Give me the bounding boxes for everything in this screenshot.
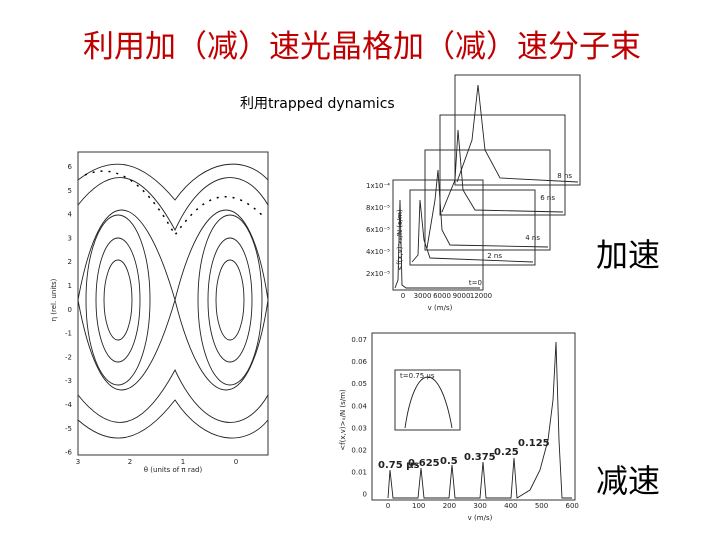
y-tick-label: 2 bbox=[68, 258, 72, 266]
dotted-path bbox=[84, 170, 263, 237]
x-tick-label: 0 bbox=[401, 292, 405, 300]
y-tick-label: 6 bbox=[68, 163, 73, 171]
y-tick-label: 4x10⁻⁵ bbox=[366, 248, 390, 256]
x-tick-label: 600 bbox=[566, 502, 579, 510]
decelerate-label: 减速 bbox=[596, 462, 660, 500]
y-tick-label: 0.02 bbox=[351, 447, 367, 455]
y-tick-label: 0 bbox=[363, 491, 367, 499]
y-tick-label: 0 bbox=[68, 306, 72, 314]
x-tick-label: 3 bbox=[76, 458, 80, 466]
separatrix bbox=[77, 209, 269, 302]
inset-trace bbox=[404, 376, 453, 429]
separatrix bbox=[77, 298, 269, 391]
inset-label: t=0.75 μs bbox=[400, 372, 435, 380]
decel-plot bbox=[371, 332, 576, 501]
peak-label: 0.5 bbox=[440, 456, 458, 467]
y-tick-label: -5 bbox=[65, 425, 72, 433]
decel-frame bbox=[371, 332, 576, 501]
y-tick-label: 8x10⁻⁵ bbox=[366, 204, 390, 212]
orbit bbox=[85, 214, 151, 386]
subtitle: 利用trapped dynamics bbox=[240, 96, 395, 112]
x-tick-label: 9000 bbox=[453, 292, 471, 300]
trace bbox=[456, 84, 579, 183]
peak-label: 0.25 bbox=[494, 447, 519, 458]
x-tick-label: 6000 bbox=[433, 292, 451, 300]
y-tick-label: 0.03 bbox=[351, 424, 367, 432]
y-axis-label: η (rel. units) bbox=[50, 278, 58, 321]
y-tick-label: 5 bbox=[68, 187, 72, 195]
y-tick-label: 4 bbox=[68, 211, 73, 219]
phase-plot bbox=[77, 151, 269, 456]
inset bbox=[394, 369, 461, 431]
y-tick-label: 0.07 bbox=[351, 336, 367, 344]
x-tick-label: 3000 bbox=[414, 292, 432, 300]
peak-label: 0.75 μs bbox=[378, 460, 420, 471]
y-tick-label: -2 bbox=[65, 353, 72, 361]
y-tick-label: 0.04 bbox=[351, 402, 367, 410]
y-tick-label: 0.06 bbox=[351, 358, 367, 366]
orbit bbox=[103, 259, 133, 341]
peak-label: 0.625 bbox=[408, 458, 440, 469]
orbit bbox=[197, 214, 263, 386]
x-tick-label: 500 bbox=[535, 502, 548, 510]
panel bbox=[409, 189, 536, 266]
orbit bbox=[95, 237, 141, 363]
phase-frame bbox=[77, 151, 269, 456]
panel bbox=[454, 74, 581, 186]
x-tick-label: 200 bbox=[443, 502, 456, 510]
x-tick-label: 100 bbox=[412, 502, 425, 510]
panel bbox=[439, 114, 566, 216]
y-axis-label: <f(x,v)>ₓ/N (s/m) bbox=[396, 209, 404, 271]
orbit bbox=[215, 259, 245, 341]
x-tick-label: 12000 bbox=[470, 292, 492, 300]
trajectory bbox=[77, 177, 269, 232]
y-tick-label: -1 bbox=[65, 330, 72, 338]
time-label: 6 ns bbox=[540, 194, 555, 202]
accel-plot bbox=[392, 74, 581, 291]
y-tick-label: 0.05 bbox=[351, 380, 367, 388]
time-label: 4 ns bbox=[525, 234, 540, 242]
y-tick-label: 6x10⁻⁵ bbox=[366, 226, 390, 234]
trajectory bbox=[77, 399, 269, 439]
x-tick-label: 0 bbox=[386, 502, 390, 510]
panel bbox=[392, 179, 484, 291]
y-axis-label: <f(x,v)>ₓ/N (s/m) bbox=[339, 389, 347, 451]
peak-label: 0.125 bbox=[518, 438, 550, 449]
slide-title: 利用加（减）速光晶格加（减）速分子束 bbox=[83, 29, 641, 65]
trace bbox=[441, 129, 564, 213]
y-tick-label: 1x10⁻⁴ bbox=[366, 182, 390, 190]
trajectory bbox=[77, 163, 269, 201]
x-axis-label: v (m/s) bbox=[428, 304, 453, 312]
x-tick-label: 300 bbox=[473, 502, 486, 510]
trajectory bbox=[77, 368, 269, 423]
y-tick-label: -4 bbox=[65, 401, 73, 409]
y-tick-label: 1 bbox=[68, 282, 72, 290]
panel bbox=[424, 149, 551, 251]
y-tick-label: 0.01 bbox=[351, 469, 367, 477]
x-axis-label: v (m/s) bbox=[468, 514, 493, 522]
y-tick-label: -3 bbox=[65, 377, 72, 385]
trace bbox=[394, 199, 480, 289]
decel-trace bbox=[387, 341, 572, 499]
trace bbox=[411, 199, 534, 263]
x-tick-label: 400 bbox=[504, 502, 517, 510]
trace bbox=[426, 169, 549, 249]
x-tick-label: 2 bbox=[128, 458, 132, 466]
y-tick-label: 3 bbox=[68, 234, 72, 242]
time-label: t=0 bbox=[469, 279, 482, 287]
x-tick-label: 0 bbox=[234, 458, 238, 466]
orbit bbox=[207, 237, 253, 363]
peak-label: 0.375 bbox=[464, 452, 496, 463]
x-tick-label: 1 bbox=[181, 458, 185, 466]
time-label: 8 ns bbox=[557, 172, 572, 180]
y-tick-label: -6 bbox=[65, 449, 73, 457]
accelerate-label: 加速 bbox=[596, 236, 660, 274]
time-label: 2 ns bbox=[487, 252, 502, 260]
y-tick-label: 2x10⁻⁵ bbox=[366, 270, 390, 278]
x-axis-label: θ (units of π rad) bbox=[144, 466, 203, 474]
